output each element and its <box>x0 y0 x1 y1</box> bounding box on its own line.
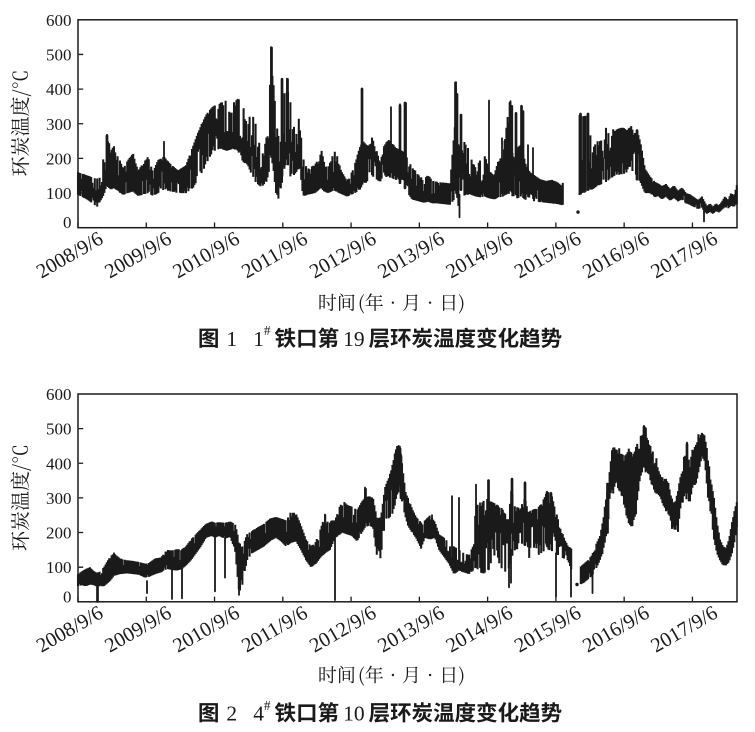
svg-text:400: 400 <box>46 454 72 473</box>
svg-text:400: 400 <box>46 80 72 99</box>
svg-text:600: 600 <box>46 385 72 404</box>
svg-text:1: 1 <box>226 327 237 351</box>
svg-text:500: 500 <box>46 46 72 65</box>
svg-text:#: # <box>264 698 271 713</box>
svg-text:300: 300 <box>46 489 72 508</box>
svg-text:100: 100 <box>46 558 72 577</box>
svg-text:100: 100 <box>46 184 72 203</box>
svg-text:2: 2 <box>226 702 237 726</box>
svg-text:0: 0 <box>63 587 72 606</box>
svg-text:0: 0 <box>63 213 72 232</box>
svg-text:300: 300 <box>46 115 72 134</box>
svg-text:500: 500 <box>46 420 72 439</box>
svg-text:10: 10 <box>343 702 365 726</box>
svg-text:4: 4 <box>253 702 264 726</box>
svg-text:600: 600 <box>46 11 72 30</box>
svg-text:200: 200 <box>46 524 72 543</box>
svg-text:200: 200 <box>46 149 72 168</box>
svg-text:1: 1 <box>253 327 264 351</box>
svg-text:#: # <box>264 323 271 338</box>
svg-text:19: 19 <box>343 327 365 351</box>
